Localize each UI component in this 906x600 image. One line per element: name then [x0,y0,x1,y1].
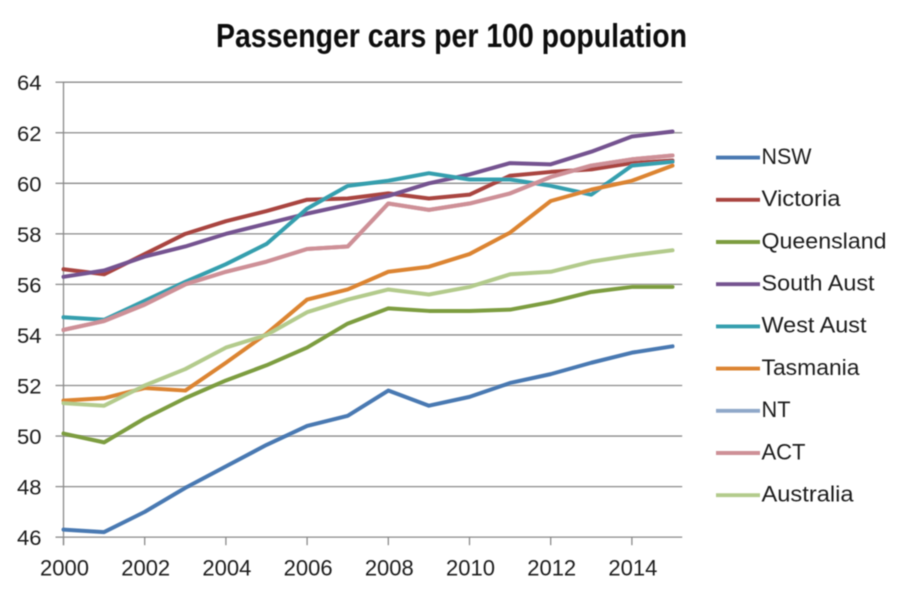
svg-text:48: 48 [17,477,42,500]
svg-text:60: 60 [17,173,42,196]
svg-text:Australia: Australia [762,482,855,507]
svg-text:2010: 2010 [446,556,495,581]
svg-text:46: 46 [17,527,42,550]
svg-text:64: 64 [17,72,42,95]
svg-text:58: 58 [17,224,42,247]
svg-text:ACT: ACT [762,439,806,464]
svg-text:Queensland: Queensland [762,228,887,253]
svg-text:2000: 2000 [40,556,89,581]
svg-text:2012: 2012 [527,556,576,581]
svg-text:2002: 2002 [121,556,170,581]
svg-text:2004: 2004 [202,556,251,581]
svg-text:2014: 2014 [608,556,657,581]
svg-text:South Aust: South Aust [762,271,875,296]
svg-text:Victoria: Victoria [762,186,842,211]
svg-text:52: 52 [17,376,42,399]
svg-text:2008: 2008 [365,556,414,581]
svg-text:Passenger cars per 100 populat: Passenger cars per 100 population [216,17,687,54]
svg-text:NSW: NSW [762,144,812,169]
svg-text:54: 54 [17,325,42,348]
svg-text:West Aust: West Aust [762,313,867,338]
svg-text:NT: NT [762,397,791,422]
svg-text:62: 62 [17,123,42,146]
svg-text:56: 56 [17,274,42,297]
svg-text:Tasmania: Tasmania [762,355,861,380]
svg-text:2006: 2006 [284,556,333,581]
svg-text:50: 50 [17,426,42,449]
